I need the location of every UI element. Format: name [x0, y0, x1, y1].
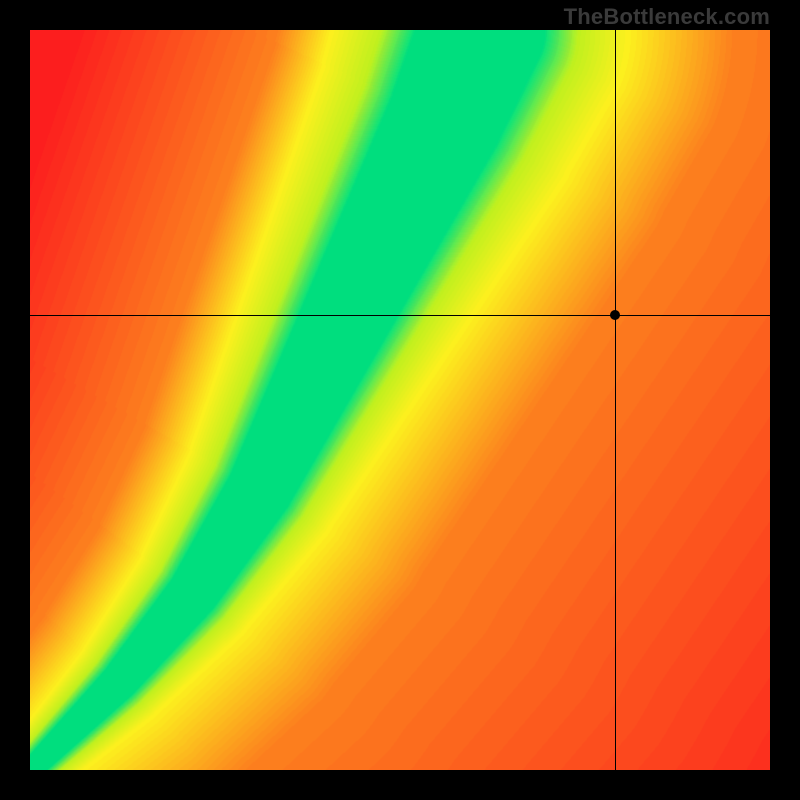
chart-container: TheBottleneck.com [0, 0, 800, 800]
heatmap-plot [30, 30, 770, 770]
crosshair-vertical [615, 30, 616, 770]
watermark-text: TheBottleneck.com [564, 4, 770, 30]
crosshair-horizontal [30, 315, 770, 316]
crosshair-marker [610, 310, 620, 320]
heatmap-canvas [30, 30, 770, 770]
